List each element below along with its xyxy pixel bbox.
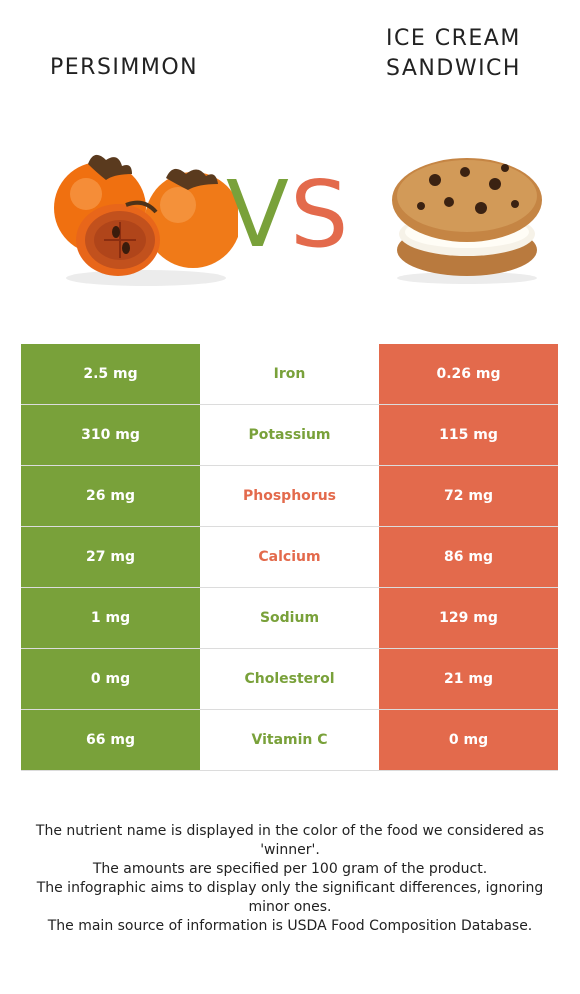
nutrient-name: Sodium bbox=[200, 588, 379, 648]
footer-note: The main source of information is USDA F… bbox=[47, 918, 533, 934]
right-food-title-line2: SANDWICH bbox=[386, 56, 521, 81]
footer-note: The amounts are specified per 100 gram o… bbox=[92, 861, 488, 877]
nutrient-name: Phosphorus bbox=[200, 466, 379, 526]
right-food-title: ICE CREAM SANDWICH bbox=[386, 24, 556, 84]
right-value: 72 mg bbox=[379, 466, 558, 526]
table-row: 0 mg Cholesterol 21 mg bbox=[21, 649, 558, 710]
right-value: 115 mg bbox=[379, 405, 558, 465]
nutrient-name: Calcium bbox=[200, 527, 379, 587]
ice-cream-sandwich-image bbox=[392, 158, 542, 284]
table-row: 2.5 mg Iron 0.26 mg bbox=[21, 344, 558, 405]
vs-logo: V S bbox=[226, 166, 348, 256]
nutrient-name: Potassium bbox=[200, 405, 379, 465]
nutrient-comparison-table: 2.5 mg Iron 0.26 mg 310 mg Potassium 115… bbox=[21, 344, 558, 771]
vs-s-letter: S bbox=[290, 166, 348, 256]
persimmon-image bbox=[54, 154, 238, 286]
table-row: 310 mg Potassium 115 mg bbox=[21, 405, 558, 466]
footer-notes: The nutrient name is displayed in the co… bbox=[30, 822, 550, 936]
nutrient-name: Iron bbox=[200, 344, 379, 404]
left-value: 0 mg bbox=[21, 649, 200, 709]
table-row: 26 mg Phosphorus 72 mg bbox=[21, 466, 558, 527]
left-value: 310 mg bbox=[21, 405, 200, 465]
right-value: 21 mg bbox=[379, 649, 558, 709]
table-row: 66 mg Vitamin C 0 mg bbox=[21, 710, 558, 771]
left-value: 27 mg bbox=[21, 527, 200, 587]
nutrient-name: Cholesterol bbox=[200, 649, 379, 709]
vs-v-letter: V bbox=[226, 166, 289, 256]
table-row: 27 mg Calcium 86 mg bbox=[21, 527, 558, 588]
right-food-title-line1: ICE CREAM bbox=[386, 26, 521, 51]
left-value: 26 mg bbox=[21, 466, 200, 526]
right-value: 129 mg bbox=[379, 588, 558, 648]
left-value: 66 mg bbox=[21, 710, 200, 770]
right-value: 86 mg bbox=[379, 527, 558, 587]
footer-note: The nutrient name is displayed in the co… bbox=[35, 823, 545, 858]
left-value: 1 mg bbox=[21, 588, 200, 648]
footer-note: The infographic aims to display only the… bbox=[36, 880, 544, 915]
left-value: 2.5 mg bbox=[21, 344, 200, 404]
left-food-title: PERSIMMON bbox=[50, 55, 199, 80]
right-value: 0 mg bbox=[379, 710, 558, 770]
nutrient-name: Vitamin C bbox=[200, 710, 379, 770]
right-value: 0.26 mg bbox=[379, 344, 558, 404]
table-row: 1 mg Sodium 129 mg bbox=[21, 588, 558, 649]
